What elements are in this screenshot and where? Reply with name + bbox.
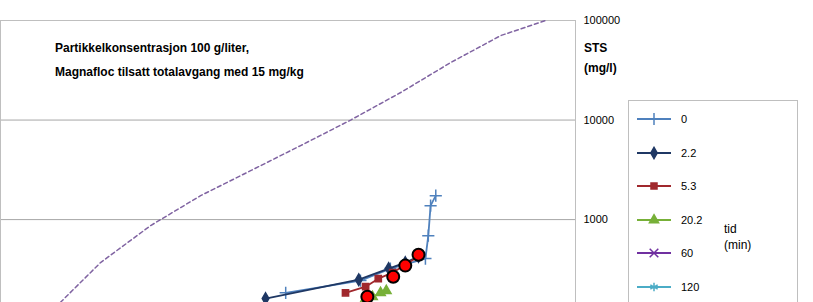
svg-text:1000: 1000 [584,213,608,225]
html-text:5.3: 5.3 [681,180,697,192]
html-text:2.2: 2.2 [681,146,697,159]
html-text:20.2: 20.2 [681,213,703,226]
html-text:Partikkelkonsentrasjon 100 g/l: Partikkelkonsentrasjon 100 g/liter, [55,41,250,55]
html-text:120: 120 [681,280,700,293]
html-text:Magnafloc tilsatt totalavgang: Magnafloc tilsatt totalavgang med 15 mg/… [55,65,304,79]
html-text:0: 0 [681,113,688,125]
html-text:60: 60 [681,247,694,259]
svg-text:100000: 100000 [584,14,621,26]
html-text:STS (mg/l): STS (mg/l) [584,41,617,75]
html-text:tid (min): tid (min) [724,222,752,252]
svg-text:10000: 10000 [584,114,615,126]
